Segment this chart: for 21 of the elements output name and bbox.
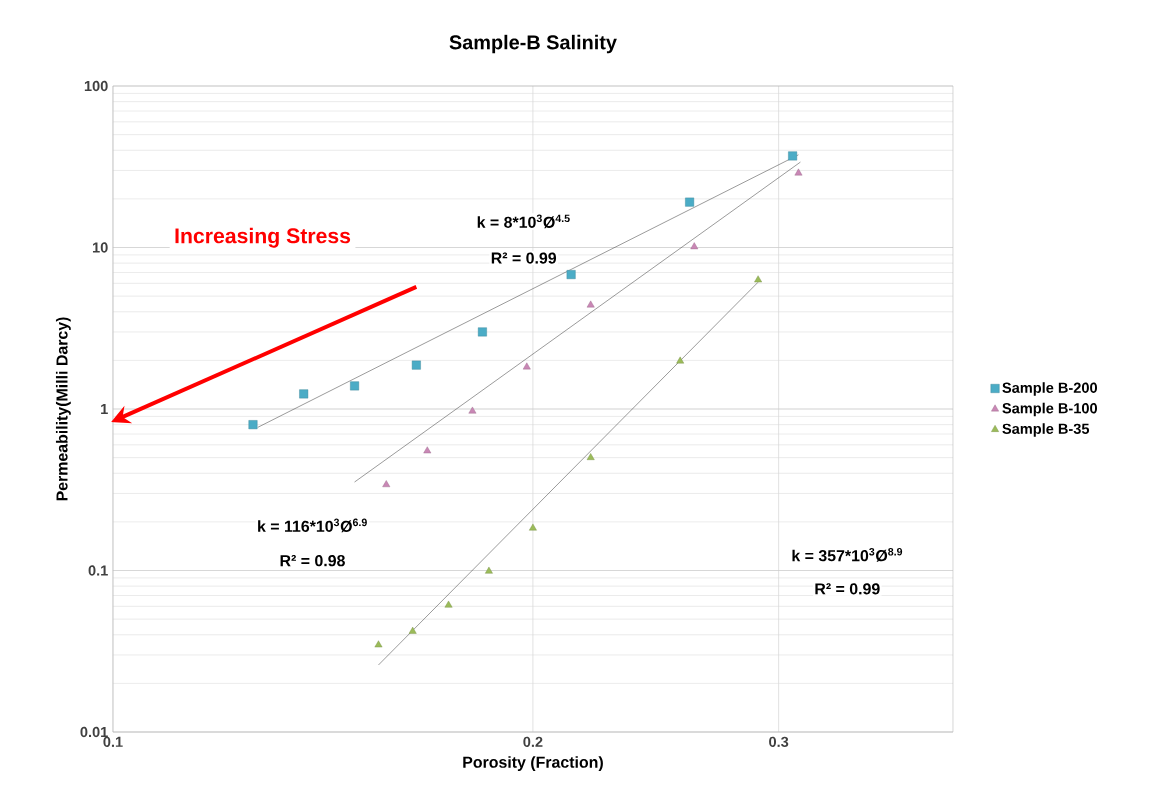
- annotation: Increasing Stress: [175, 227, 351, 248]
- y-tick-label: 1: [101, 403, 108, 415]
- x-axis-title: Porosity (Fraction): [463, 756, 603, 771]
- x-tick-label: 0.1: [103, 736, 123, 748]
- y-tick-label: 0.1: [88, 565, 108, 576]
- y-tick-label: 0.01: [80, 726, 108, 738]
- legend-label: Sample B-35: [1002, 423, 1090, 437]
- annotation: R² = 0.98: [280, 555, 345, 567]
- y-tick-label: 10: [92, 242, 108, 253]
- annotation: R² = 0.99: [815, 583, 880, 595]
- x-tick-label: 0.3: [769, 736, 789, 748]
- y-axis-title: Permeability(Milli Darcy): [55, 317, 71, 501]
- annotation: R² = 0.99: [491, 252, 557, 264]
- x-tick-label: 0.2: [523, 736, 543, 748]
- annotation: k = 8*10$^{3}$Ø$^{4.5}$: [477, 214, 570, 229]
- y-tick-label: 100: [84, 80, 108, 92]
- chart-title: Sample-B Salinity: [449, 34, 617, 54]
- annotation: k = 357*10$^{3}$Ø$^{8.9}$: [792, 547, 903, 562]
- legend-label: Sample B-100: [1002, 402, 1098, 417]
- legend-label: Sample B-200: [1002, 382, 1098, 396]
- annotation: k = 116*10$^{3}$Ø$^{6.9}$: [258, 518, 367, 533]
